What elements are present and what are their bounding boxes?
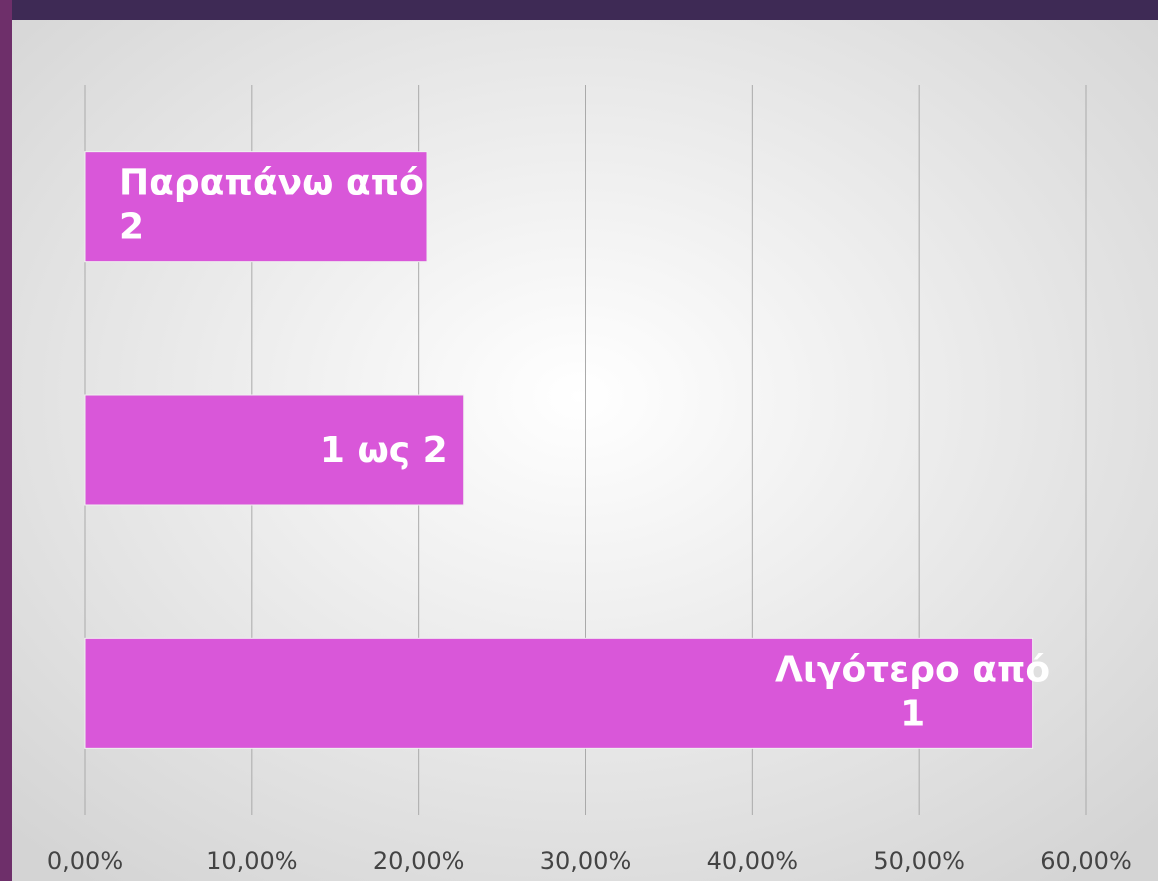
x-tick-label: 20,00%: [373, 847, 465, 875]
x-tick-label: 50,00%: [873, 847, 965, 875]
side-band: [0, 0, 12, 881]
category-label: Λιγότερο από 1: [775, 649, 1050, 734]
bar: [84, 151, 428, 263]
bar: [84, 637, 1034, 749]
category-label: 1 ως 2: [320, 430, 448, 471]
top-band: [0, 0, 1158, 20]
x-tick-label: 60,00%: [1040, 847, 1132, 875]
bar: [84, 394, 465, 506]
x-tick-label: 30,00%: [540, 847, 632, 875]
x-tick-label: 10,00%: [206, 847, 298, 875]
x-tick-label: 40,00%: [707, 847, 799, 875]
x-tick-label: 0,00%: [47, 847, 123, 875]
category-label: Παραπάνω από 2: [119, 163, 424, 248]
